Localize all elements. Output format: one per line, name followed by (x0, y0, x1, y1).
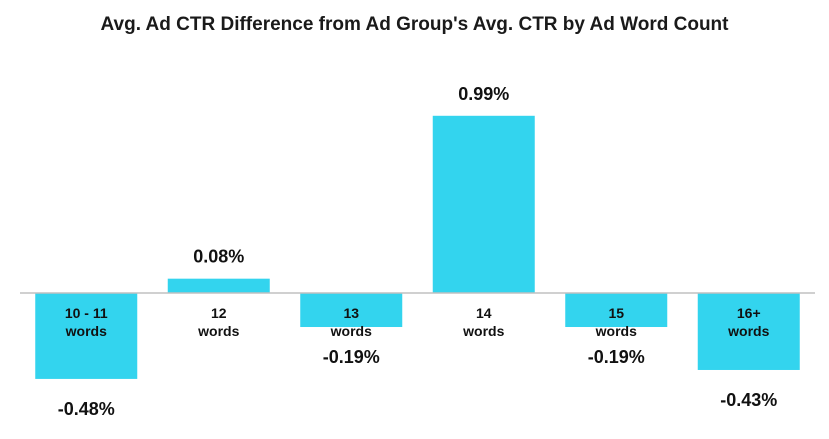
data-label: -0.43% (720, 390, 777, 410)
tick-label: 16+ words (727, 305, 769, 339)
bar (697, 293, 800, 370)
data-label: 0.08% (193, 247, 244, 267)
data-label: -0.19% (323, 347, 380, 367)
tick-label: 10 - 11 words (65, 305, 108, 339)
chart-title: Avg. Ad CTR Difference from Ad Group's A… (100, 14, 729, 35)
bar (35, 293, 138, 379)
bar (432, 115, 535, 293)
tick-label: 14 words (462, 305, 504, 339)
tick-label: 12 words (197, 305, 239, 339)
bar (565, 293, 668, 328)
tick-label: 13 words (330, 305, 372, 339)
data-label: -0.19% (588, 347, 645, 367)
data-label: -0.48% (58, 399, 115, 419)
bar (167, 278, 270, 293)
bar (300, 293, 403, 328)
tick-label: 15 words (595, 305, 637, 339)
data-label: 0.99% (458, 84, 509, 104)
